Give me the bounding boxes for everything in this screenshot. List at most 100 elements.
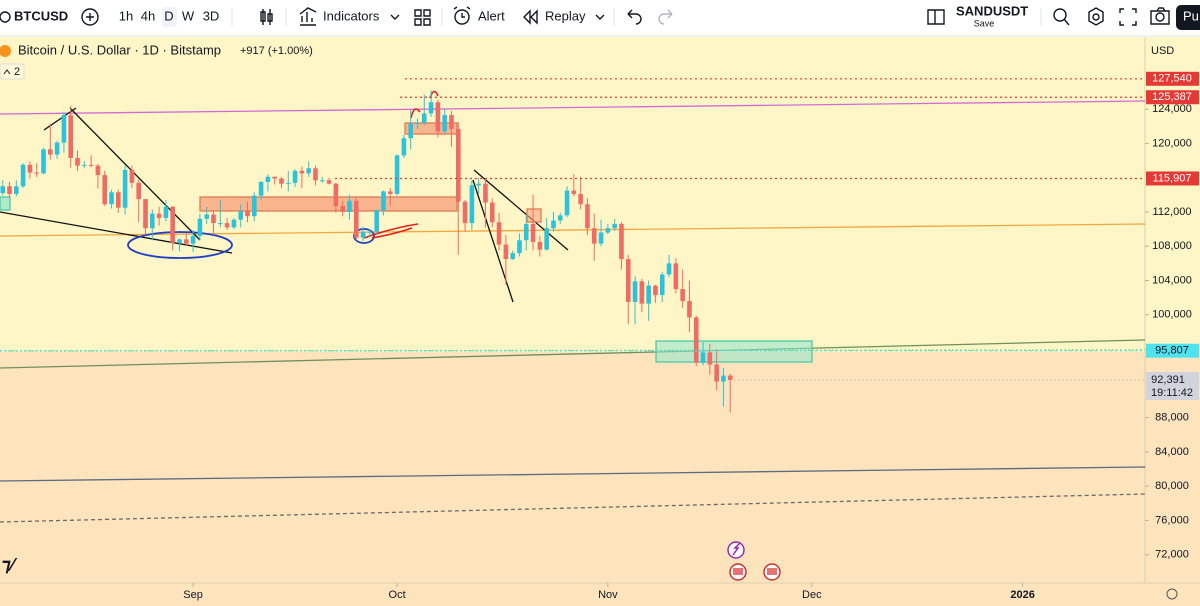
y-tick-label: 80,000: [1155, 480, 1189, 492]
redo-button[interactable]: [658, 9, 673, 25]
publish-button[interactable]: [1176, 5, 1200, 30]
y-tick-label: 72,000: [1155, 549, 1189, 561]
fullscreen-button[interactable]: [1119, 8, 1137, 26]
candle-body: [408, 123, 413, 139]
countdown: 19:11:42: [1151, 387, 1193, 399]
candle-body: [503, 244, 509, 260]
candle-body: [353, 200, 359, 238]
price-label-bg: [1146, 343, 1199, 358]
last-price-label: 92,391: [1151, 374, 1185, 386]
candle-body: [95, 165, 101, 176]
candle-body: [476, 183, 481, 186]
chart-type-button[interactable]: [260, 9, 273, 25]
y-tick-label: 112,000: [1153, 206, 1192, 218]
event-icon-glyph: [732, 542, 741, 556]
undo-button[interactable]: [627, 9, 642, 25]
y-tick-label: 124,000: [1152, 103, 1192, 115]
candle-body: [381, 191, 386, 211]
candle-body: [313, 168, 318, 181]
candle-body: [136, 182, 142, 200]
candle-body: [693, 317, 699, 363]
candle-body: [231, 219, 237, 228]
settings-button: [1092, 13, 1100, 21]
candle-body: [170, 206, 176, 243]
x-tick-label: Sep: [183, 589, 203, 601]
layouts-button[interactable]: [414, 9, 431, 26]
interval[interactable]: 1h: [119, 8, 133, 23]
layout-name[interactable]: SANDUSDT: [956, 3, 1028, 18]
interval[interactable]: D: [164, 8, 173, 23]
series-title: Bitcoin / U.S. Dollar · 1D · Bitstamp: [18, 42, 221, 57]
trend-line: [473, 169, 569, 251]
alert-button[interactable]: Alert: [478, 8, 505, 23]
layout-status[interactable]: Save: [974, 18, 995, 28]
candle-body: [34, 172, 40, 174]
candle-body: [340, 205, 345, 212]
y-tick-label: 104,000: [1152, 274, 1192, 286]
candle-body: [367, 231, 373, 233]
candle-body: [27, 164, 33, 173]
plus: [86, 13, 94, 21]
trend-line: [0, 100, 1146, 115]
candle-body: [517, 240, 522, 254]
candle-body: [605, 228, 611, 233]
replay-button[interactable]: Replay: [545, 8, 586, 23]
chevron[interactable]: [390, 14, 400, 20]
candle-body: [245, 211, 250, 217]
candle-body: [680, 289, 685, 302]
trend-line: [0, 493, 1146, 523]
currency[interactable]: USD: [1151, 45, 1174, 57]
candle-body: [727, 375, 733, 380]
candle-body: [557, 215, 563, 221]
candle-body: [721, 375, 726, 382]
chevron[interactable]: [595, 14, 605, 20]
price-label: 115,907: [1153, 172, 1192, 184]
zone-box: [526, 208, 542, 223]
candle-body: [666, 263, 672, 275]
compare-button[interactable]: [81, 8, 99, 26]
settings-icon[interactable]: [1166, 588, 1178, 600]
zone-box: [655, 340, 813, 363]
last-price-bg: [1146, 371, 1199, 400]
candle-body: [360, 231, 366, 238]
candle-body: [598, 232, 604, 244]
indicator-toggle[interactable]: [0, 63, 25, 80]
candle-body: [564, 190, 570, 216]
candle-body: [285, 182, 291, 184]
candle-body: [20, 164, 26, 187]
trend-line: [0, 223, 1146, 237]
y-tick-label: 120,000: [1152, 137, 1192, 149]
zone-box: [404, 122, 458, 135]
quick-search[interactable]: [1053, 8, 1067, 22]
candle-body: [653, 285, 658, 296]
zone-box: [199, 196, 458, 212]
price-label: 127,540: [1152, 73, 1192, 85]
candle-body: [204, 214, 209, 219]
symbol[interactable]: BTCUSD: [14, 8, 68, 23]
interval[interactable]: 4h: [141, 8, 155, 23]
settings-button[interactable]: [1088, 7, 1104, 26]
candle-body: [184, 239, 189, 244]
candle-body: [163, 206, 169, 218]
candle-body: [306, 168, 311, 174]
candle-body: [75, 157, 80, 166]
candle-body: [374, 210, 379, 232]
trend-line: [69, 107, 201, 241]
candle-body: [292, 170, 298, 183]
indicators-button[interactable]: Indicators: [323, 8, 380, 23]
trend-line: [0, 339, 1146, 369]
candle-body: [258, 181, 264, 196]
candle-body: [401, 138, 407, 156]
candle-body: [442, 115, 447, 132]
interval[interactable]: W: [182, 8, 195, 23]
candle-body: [88, 164, 94, 166]
interval[interactable]: 3D: [203, 8, 220, 23]
chevron: [3, 69, 11, 75]
candle-body: [428, 102, 434, 114]
candle-body: [632, 281, 638, 302]
snapshot-button[interactable]: [1150, 7, 1170, 25]
candle-body: [299, 170, 305, 174]
candle-body: [326, 180, 332, 184]
